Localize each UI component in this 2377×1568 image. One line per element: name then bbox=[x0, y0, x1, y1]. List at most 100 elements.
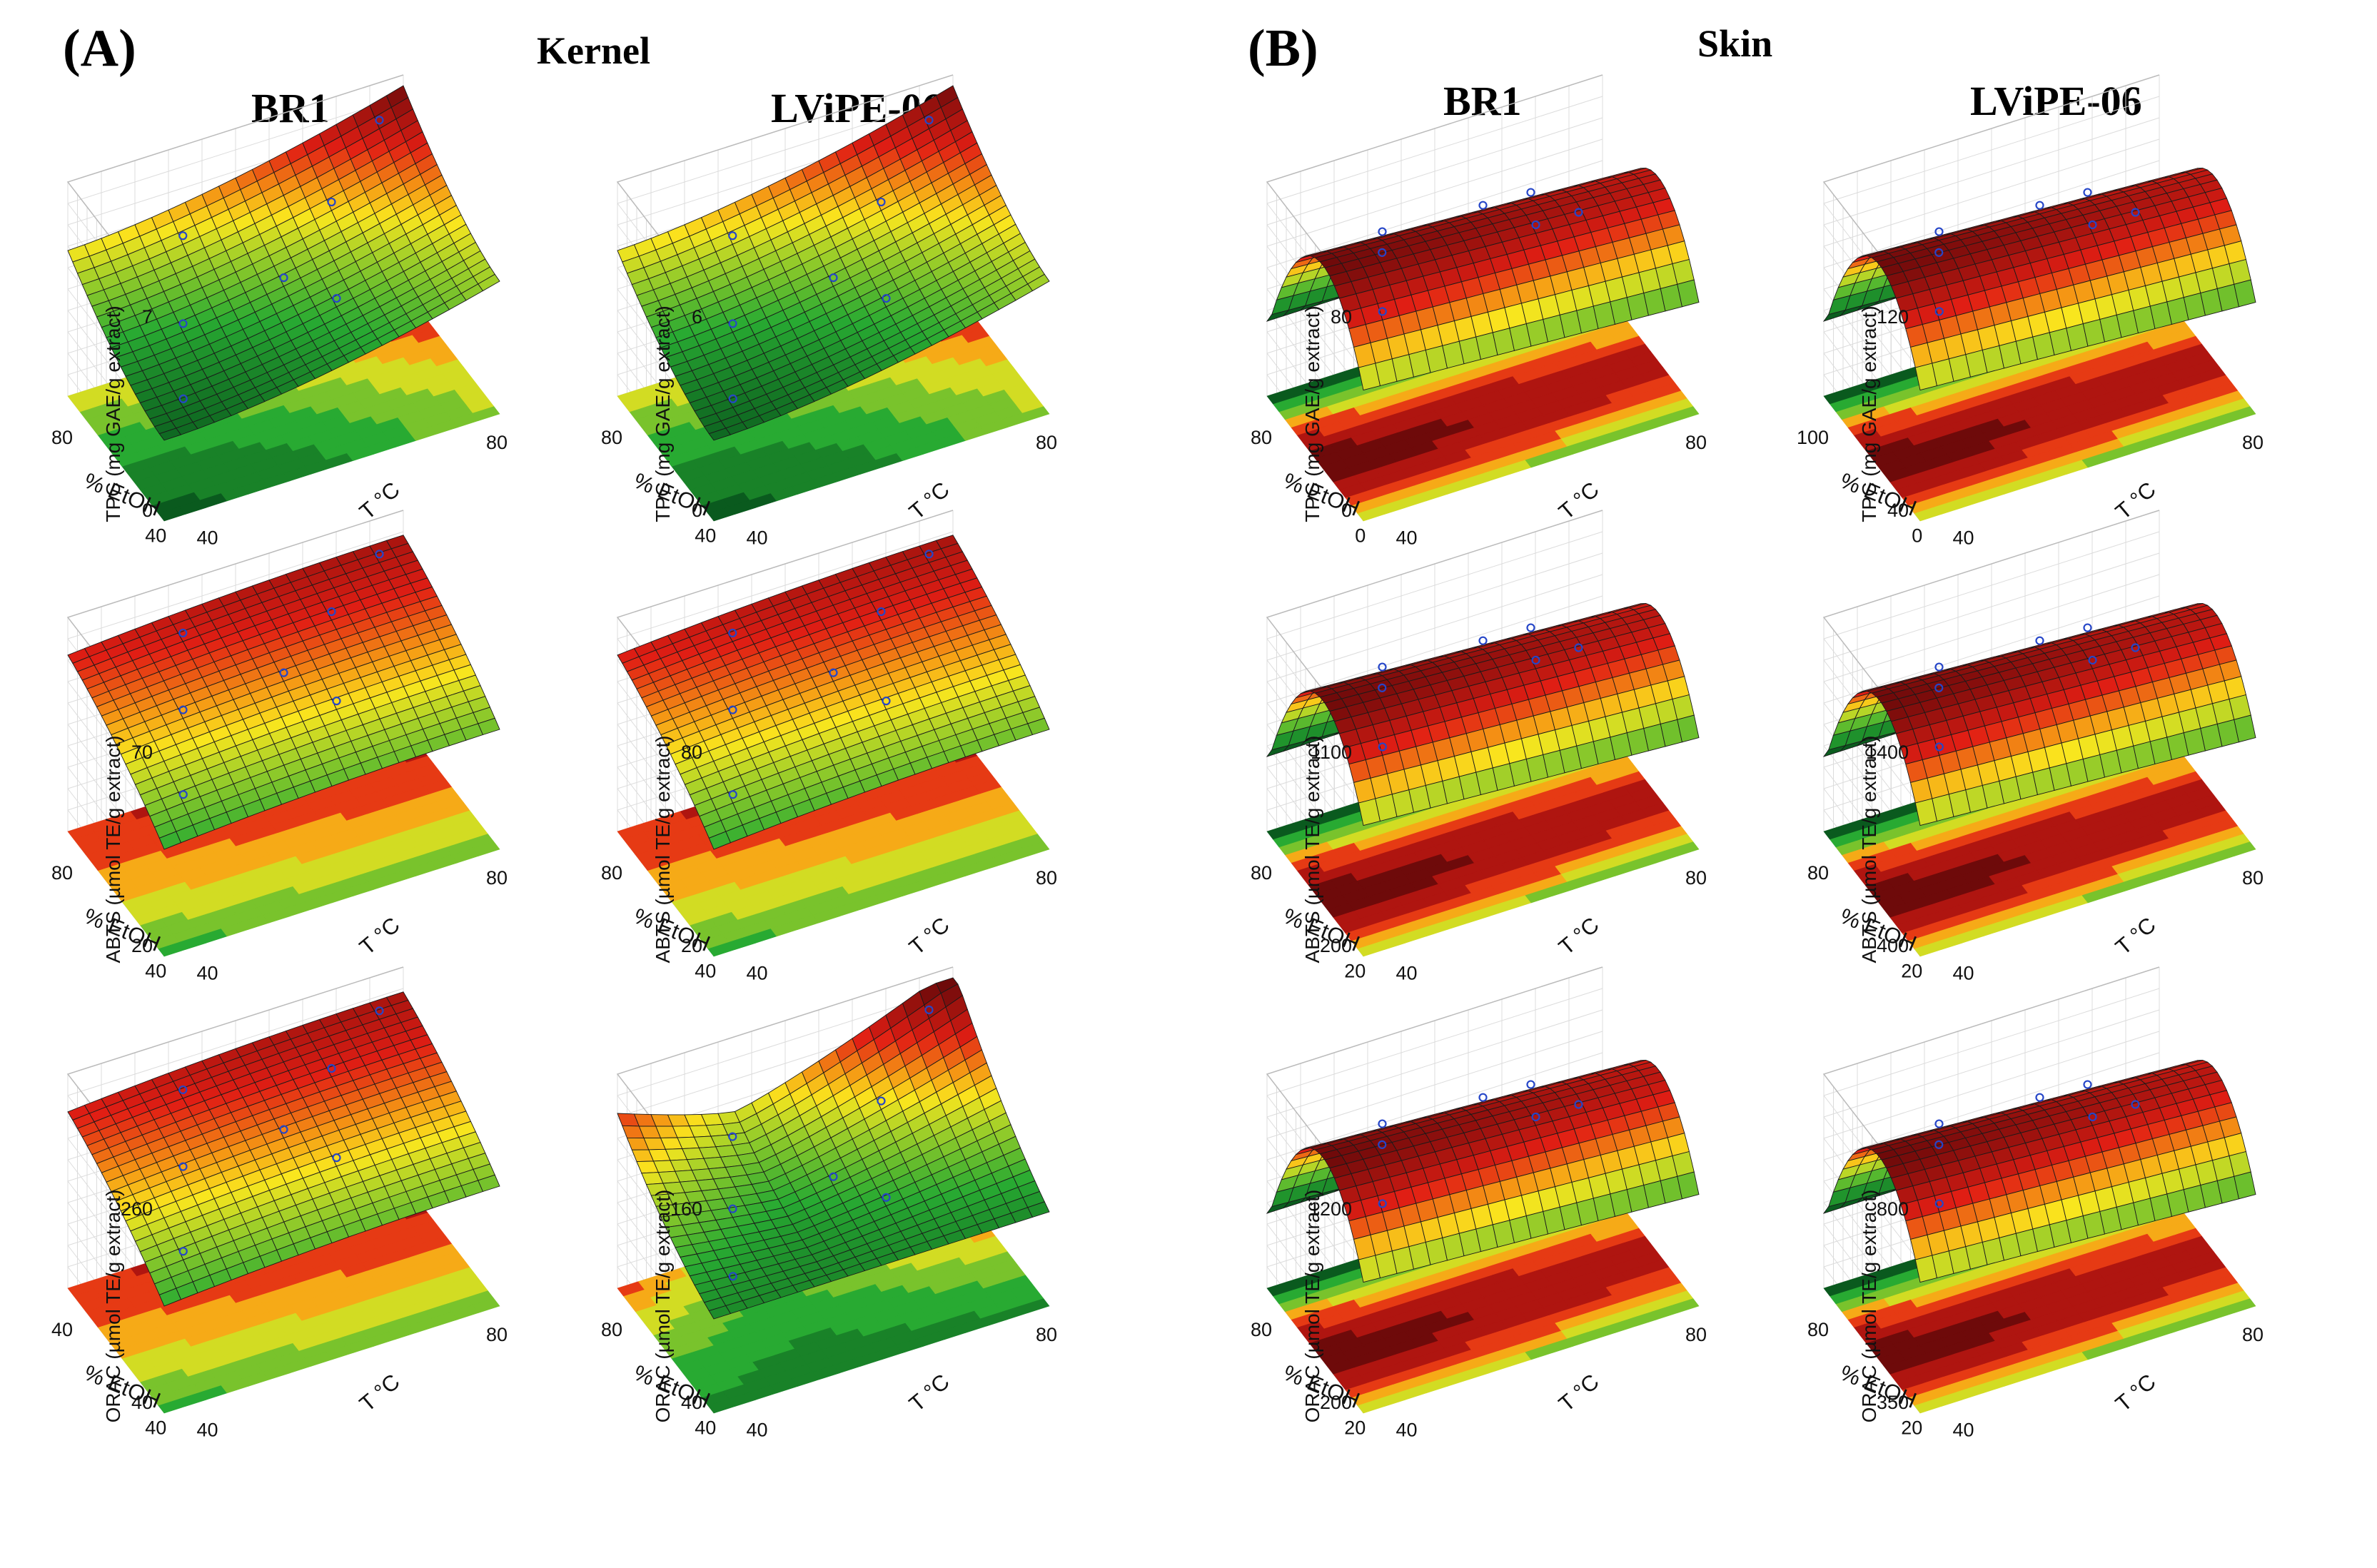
design-point-marker bbox=[1934, 227, 1944, 236]
design-point-marker bbox=[327, 1063, 336, 1073]
design-point-marker bbox=[1526, 623, 1535, 632]
z-tick-label: 350 bbox=[1877, 1392, 1909, 1413]
y-tick-label: 80 bbox=[1036, 1324, 1057, 1345]
z-tick-label: 6 bbox=[692, 306, 702, 328]
response-surface bbox=[617, 535, 1050, 850]
design-point-marker bbox=[882, 293, 891, 303]
design-point-marker bbox=[2083, 188, 2092, 197]
y-axis-label: T °C bbox=[1554, 1369, 1604, 1417]
y-axis-label: T °C bbox=[1554, 477, 1604, 525]
z-axis-label: ORAC (µmol TE/g extract) bbox=[1301, 1190, 1323, 1423]
y-axis-label: T °C bbox=[904, 1369, 954, 1417]
column-title-kernel-br1: BR1 bbox=[251, 85, 330, 131]
design-points bbox=[178, 550, 384, 799]
z-axis-label: ABTS (µmol TE/g extract) bbox=[1301, 735, 1323, 963]
z-tick-label: 1200 bbox=[1309, 1198, 1352, 1220]
x-tick-label: 40 bbox=[145, 1417, 166, 1438]
y-tick-label: 40 bbox=[747, 1420, 768, 1441]
x-tick-label: 40 bbox=[695, 1417, 716, 1438]
design-point-marker bbox=[2088, 1112, 2097, 1122]
y-tick-label: 40 bbox=[747, 527, 768, 549]
design-point-marker bbox=[2035, 1093, 2044, 1102]
panel-b-label: (B) bbox=[1248, 19, 1318, 78]
response-surface bbox=[1266, 168, 1700, 391]
x-tick-label: 80 bbox=[1251, 862, 1272, 884]
design-point-marker bbox=[279, 668, 288, 677]
z-tick-label: 400 bbox=[1877, 935, 1909, 956]
design-point-marker bbox=[2083, 623, 2092, 632]
z-tick-label: 40 bbox=[681, 1392, 702, 1413]
design-points bbox=[1934, 1080, 2140, 1208]
design-point-marker bbox=[332, 1153, 341, 1163]
panel-a-label: (A) bbox=[63, 19, 136, 78]
y-tick-label: 80 bbox=[2242, 867, 2264, 889]
y-axis-label: T °C bbox=[2111, 477, 2161, 525]
design-point-marker bbox=[178, 1085, 188, 1095]
y-axis-label: T °C bbox=[355, 477, 405, 525]
design-point-marker bbox=[178, 705, 188, 714]
design-point-marker bbox=[1934, 307, 1944, 316]
design-point-marker bbox=[728, 790, 737, 799]
x-tick-label: 40 bbox=[695, 960, 716, 981]
response-surface bbox=[67, 991, 500, 1307]
design-point-marker bbox=[1478, 1093, 1488, 1102]
design-point-marker bbox=[1378, 662, 1387, 672]
design-point-marker bbox=[1378, 683, 1387, 692]
y-tick-label: 80 bbox=[2242, 1324, 2264, 1345]
z-tick-label: 260 bbox=[121, 1198, 153, 1220]
y-axis-label: T °C bbox=[2111, 912, 2161, 960]
y-tick-label: 40 bbox=[197, 527, 218, 549]
z-tick-label: 40 bbox=[1887, 500, 1909, 521]
design-point-marker bbox=[2088, 655, 2097, 665]
y-tick-label: 40 bbox=[1396, 1420, 1418, 1441]
x-tick-label: 80 bbox=[1251, 427, 1272, 448]
y-tick-label: 80 bbox=[486, 432, 508, 453]
design-point-marker bbox=[178, 1247, 188, 1256]
column-title-skin-br1: BR1 bbox=[1443, 78, 1522, 124]
design-point-marker bbox=[1378, 248, 1387, 257]
z-axis-label: ORAC (µmol TE/g extract) bbox=[1858, 1190, 1880, 1423]
y-axis-label: T °C bbox=[355, 912, 405, 960]
design-point-marker bbox=[924, 550, 934, 559]
design-point-marker bbox=[178, 1162, 188, 1171]
design-point-marker bbox=[178, 628, 188, 638]
y-tick-label: 80 bbox=[1036, 432, 1057, 453]
design-point-marker bbox=[375, 1006, 384, 1016]
response-surface bbox=[617, 977, 1050, 1320]
y-tick-label: 40 bbox=[1396, 963, 1418, 984]
x-tick-label: 20 bbox=[1901, 960, 1922, 981]
design-point-marker bbox=[877, 1096, 886, 1106]
y-tick-label: 80 bbox=[486, 1324, 508, 1345]
design-point-marker bbox=[2088, 220, 2097, 230]
design-point-marker bbox=[1378, 307, 1387, 316]
design-points bbox=[728, 1005, 934, 1281]
design-points bbox=[1378, 623, 1583, 752]
y-tick-label: 40 bbox=[1953, 1420, 1974, 1441]
design-point-marker bbox=[728, 319, 737, 328]
design-point-marker bbox=[1934, 1140, 1944, 1149]
response-surface bbox=[67, 535, 500, 850]
y-axis-label: T °C bbox=[1554, 912, 1604, 960]
z-tick-label: 7 bbox=[142, 306, 153, 328]
design-point-marker bbox=[924, 1005, 934, 1015]
design-point-marker bbox=[332, 293, 341, 303]
design-points bbox=[178, 116, 384, 403]
design-point-marker bbox=[728, 394, 737, 403]
design-point-marker bbox=[728, 628, 737, 638]
x-tick-label: 40 bbox=[145, 960, 166, 981]
y-tick-label: 80 bbox=[2242, 432, 2264, 453]
z-tick-label: 160 bbox=[670, 1198, 702, 1220]
y-tick-label: 80 bbox=[1036, 867, 1057, 889]
group-title-skin: Skin bbox=[1697, 22, 1773, 65]
z-axis-label: ABTS (µmol TE/g extract) bbox=[1858, 735, 1880, 963]
design-point-marker bbox=[1574, 208, 1583, 217]
x-tick-label: 40 bbox=[145, 525, 166, 546]
y-tick-label: 80 bbox=[1685, 867, 1707, 889]
